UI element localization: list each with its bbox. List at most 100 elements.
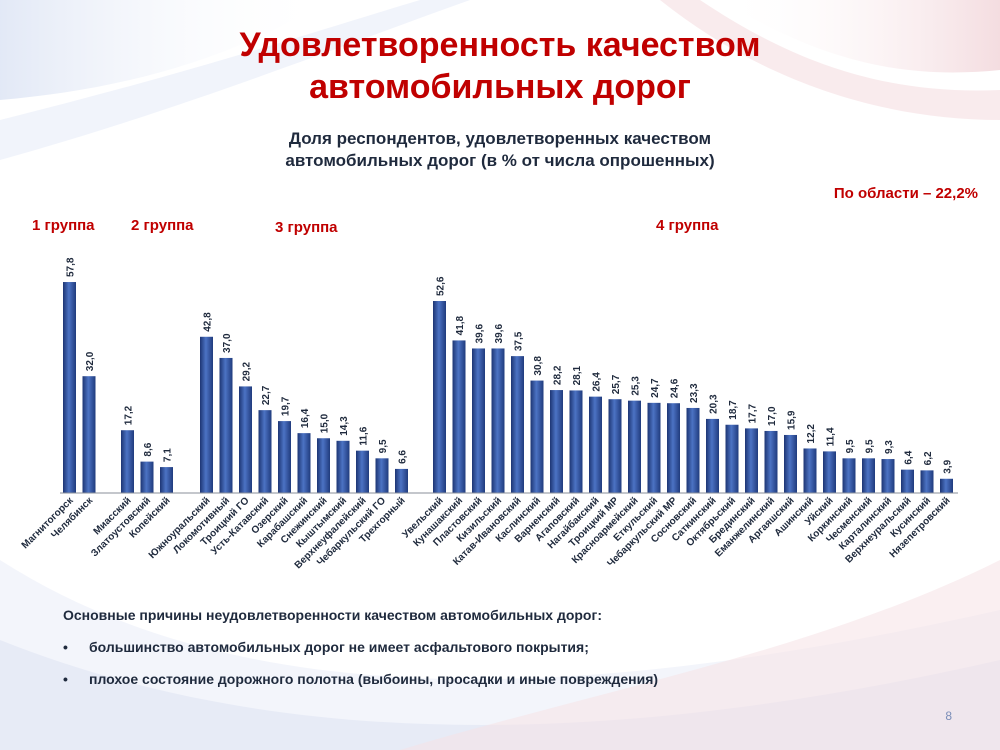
- bullet: •: [63, 671, 68, 687]
- bar-value-label: 12,2: [806, 424, 817, 444]
- bar-value-label: 24,7: [650, 378, 661, 398]
- bar-value-label: 6,2: [923, 451, 934, 465]
- bar-value-label: 57,8: [66, 257, 77, 277]
- bar: [647, 402, 661, 493]
- bar-value-label: 15,0: [320, 413, 331, 433]
- bar-value-label: 39,6: [494, 324, 505, 344]
- bar-value-label: 37,5: [514, 331, 525, 351]
- bar: [491, 348, 505, 493]
- bar: [297, 433, 311, 493]
- bullet: •: [63, 639, 68, 655]
- bar-value-label: 15,9: [787, 410, 798, 430]
- bar: [82, 376, 96, 493]
- bar: [239, 386, 252, 493]
- bar: [667, 403, 680, 493]
- bar-value-label: 9,5: [378, 439, 389, 453]
- bar-value-label: 28,2: [553, 365, 564, 385]
- reason-text: плохое состояние дорожного полотна (выбо…: [89, 671, 659, 687]
- bar-value-label: 52,6: [436, 276, 447, 296]
- bar-value-label: 26,4: [592, 372, 603, 392]
- reason-text: большинство автомобильных дорог не имеет…: [89, 639, 589, 655]
- bar: [589, 396, 602, 493]
- bar-value-label: 28,1: [572, 366, 583, 386]
- bar-value-label: 20,3: [709, 394, 720, 414]
- bar: [140, 461, 154, 493]
- reasons-list: • большинство автомобильных дорог не име…: [63, 637, 658, 701]
- page-number: 8: [945, 709, 952, 723]
- bar: [121, 430, 134, 493]
- reason-item: • плохое состояние дорожного полотна (вы…: [63, 669, 658, 701]
- bar-value-label: 42,8: [203, 312, 214, 332]
- slide-title: Удовлетворенность качеством автомобильны…: [0, 24, 1000, 108]
- bar: [433, 301, 446, 493]
- bar: [901, 469, 914, 493]
- bar: [608, 399, 622, 493]
- group-label-2: 2 группа: [131, 217, 194, 234]
- bar-value-label: 17,7: [748, 403, 759, 423]
- bar-value-label: 7,1: [163, 448, 174, 462]
- bar-value-label: 18,7: [728, 400, 739, 420]
- bar-value-label: 29,2: [242, 362, 253, 382]
- reasons-title: Основные причины неудовлетворенности кач…: [63, 607, 602, 623]
- bar: [258, 410, 272, 493]
- bar: [706, 418, 719, 493]
- bar: [336, 440, 350, 493]
- bar-value-label: 6,6: [398, 450, 409, 464]
- bar: [317, 438, 330, 493]
- bar-value-label: 11,4: [826, 427, 837, 446]
- bar: [63, 282, 76, 493]
- bar: [530, 380, 544, 493]
- bar: [375, 458, 389, 493]
- bar-value-label: 19,7: [281, 396, 292, 416]
- bar: [550, 390, 563, 493]
- bar-value-label: 3,9: [943, 459, 954, 473]
- bar-value-label: 30,8: [533, 356, 544, 376]
- bar: [452, 340, 466, 493]
- chart-subtitle: Доля респондентов, удовлетворенных качес…: [0, 128, 1000, 172]
- bar-value-label: 9,5: [865, 439, 876, 453]
- chart-subtitle-line1: Доля респондентов, удовлетворенных качес…: [288, 129, 712, 148]
- bar: [725, 424, 739, 493]
- bar-value-label: 17,2: [124, 405, 135, 425]
- bar: [395, 468, 408, 493]
- bar: [745, 428, 758, 493]
- bar-value-label: 16,4: [300, 408, 311, 428]
- bar-value-label: 41,8: [455, 316, 466, 336]
- group-label-4: 4 группа: [656, 217, 719, 234]
- bar: [472, 348, 485, 493]
- bar: [764, 430, 778, 493]
- bar-value-label: 39,6: [475, 324, 486, 344]
- bar: [920, 470, 934, 493]
- bar-value-label: 6,4: [904, 450, 915, 464]
- bar: [356, 450, 369, 493]
- group-label-1: 1 группа: [32, 217, 95, 234]
- bar: [628, 400, 641, 493]
- bar: [278, 421, 291, 493]
- bar: [803, 448, 817, 493]
- bar-value-label: 25,7: [611, 374, 622, 394]
- group-label-3: 3 группа: [275, 219, 338, 236]
- bar: [881, 459, 895, 493]
- bar: [160, 467, 173, 493]
- reason-item: • большинство автомобильных дорог не име…: [63, 637, 658, 669]
- bar: [219, 357, 233, 493]
- bar: [511, 356, 524, 493]
- bar-value-label: 23,3: [689, 383, 700, 403]
- bar-value-label: 25,3: [631, 376, 642, 396]
- region-average-note: По области – 22,2%: [833, 185, 978, 202]
- bar: [823, 451, 836, 493]
- chart-subtitle-line2: автомобильных дорог (в % от числа опроше…: [285, 151, 715, 170]
- slide-title-line2: автомобильных дорог: [309, 68, 691, 106]
- bar: [686, 407, 700, 493]
- bar-value-label: 8,6: [143, 442, 154, 456]
- bar-value-label: 11,6: [359, 426, 370, 445]
- bar-value-label: 9,3: [884, 440, 895, 454]
- bar: [784, 434, 797, 493]
- slide-title-line1: Удовлетворенность качеством: [239, 26, 761, 64]
- bar: [940, 478, 953, 493]
- bar: [842, 458, 856, 493]
- bar: [200, 336, 213, 493]
- bar-chart: 57,8Магнитогорск32,0Челябинск17,2Миасски…: [20, 257, 958, 571]
- bar-value-label: 32,0: [85, 351, 96, 371]
